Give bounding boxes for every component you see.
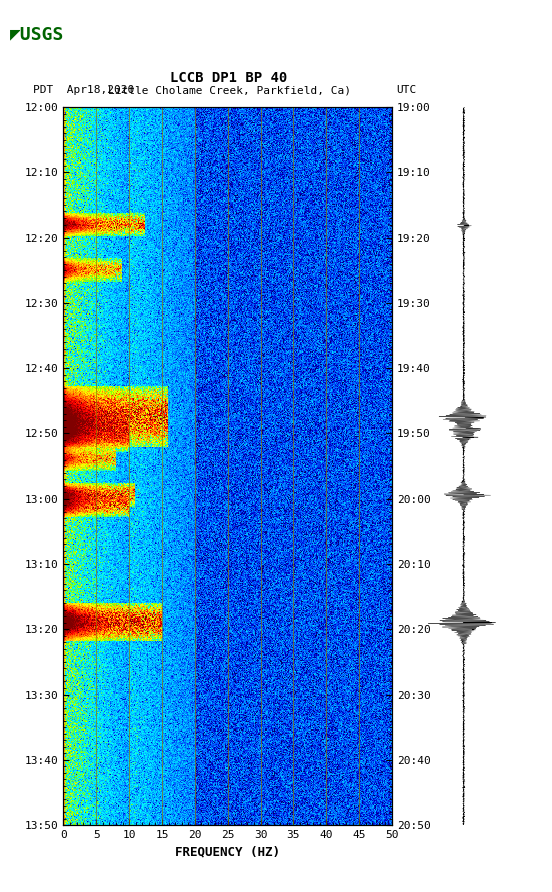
Text: Little Cholame Creek, Parkfield, Ca): Little Cholame Creek, Parkfield, Ca) [108,86,351,95]
Text: LCCB DP1 BP 40: LCCB DP1 BP 40 [171,70,288,85]
Text: PDT  Apr18,2020: PDT Apr18,2020 [33,86,134,95]
Text: UTC: UTC [396,86,417,95]
Text: ◤USGS: ◤USGS [10,25,65,43]
X-axis label: FREQUENCY (HZ): FREQUENCY (HZ) [175,846,280,858]
